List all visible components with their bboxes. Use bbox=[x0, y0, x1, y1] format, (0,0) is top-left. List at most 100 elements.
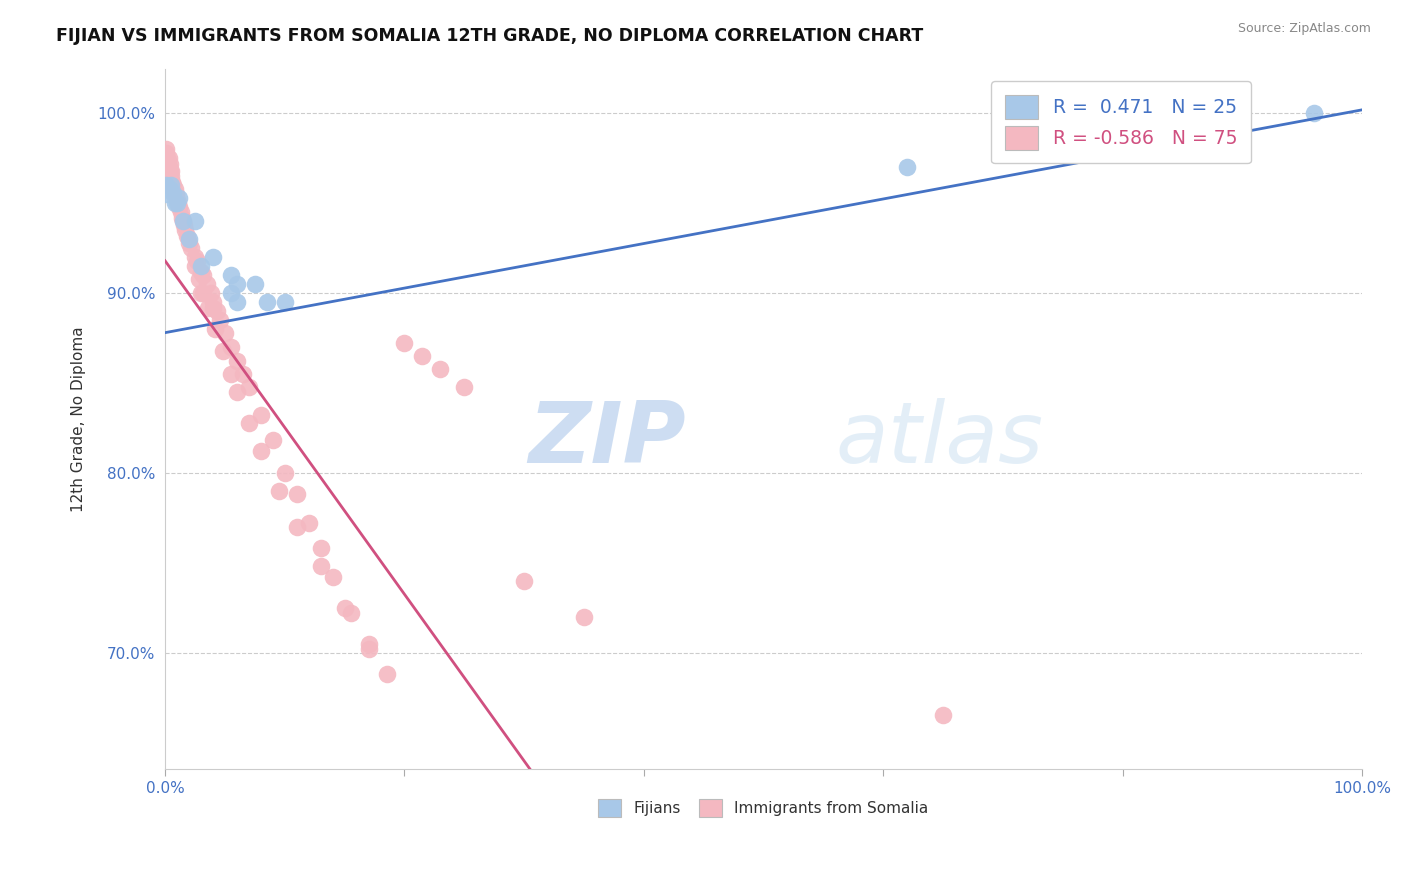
Point bbox=[165, 187, 187, 202]
Point bbox=[163, 187, 186, 202]
Point bbox=[309, 559, 332, 574]
Point bbox=[172, 214, 194, 228]
Point bbox=[429, 361, 451, 376]
Text: ZIP: ZIP bbox=[529, 399, 686, 482]
Point bbox=[163, 182, 186, 196]
Point bbox=[184, 259, 207, 273]
Point bbox=[219, 286, 242, 301]
Point bbox=[214, 326, 236, 340]
Point bbox=[243, 277, 266, 292]
Point bbox=[238, 416, 260, 430]
Point bbox=[169, 205, 191, 219]
Point bbox=[156, 152, 179, 166]
Point bbox=[162, 182, 184, 196]
Point bbox=[173, 218, 195, 232]
Text: atlas: atlas bbox=[835, 399, 1043, 482]
Point bbox=[159, 164, 181, 178]
Point bbox=[225, 354, 247, 368]
Point bbox=[197, 301, 219, 315]
Point bbox=[184, 250, 207, 264]
Point bbox=[211, 343, 233, 358]
Point bbox=[1171, 124, 1194, 138]
Point bbox=[238, 379, 260, 393]
Point bbox=[285, 487, 308, 501]
Point bbox=[187, 272, 209, 286]
Y-axis label: 12th Grade, No Diploma: 12th Grade, No Diploma bbox=[72, 326, 86, 512]
Point bbox=[177, 235, 200, 250]
Point bbox=[160, 169, 183, 184]
Point bbox=[167, 196, 190, 211]
Point bbox=[186, 253, 208, 268]
Point bbox=[172, 214, 194, 228]
Point bbox=[357, 641, 380, 656]
Point bbox=[225, 295, 247, 310]
Point bbox=[170, 211, 193, 225]
Point bbox=[193, 286, 215, 301]
Point bbox=[163, 196, 186, 211]
Point bbox=[190, 264, 212, 278]
Point bbox=[932, 708, 955, 723]
Point bbox=[162, 186, 184, 200]
Point bbox=[1303, 106, 1326, 120]
Point bbox=[169, 200, 191, 214]
Point bbox=[166, 196, 188, 211]
Point bbox=[333, 600, 356, 615]
Point bbox=[225, 277, 247, 292]
Point bbox=[205, 304, 228, 318]
Point bbox=[513, 574, 536, 588]
Point bbox=[195, 277, 218, 292]
Point bbox=[298, 516, 321, 530]
Point bbox=[184, 214, 207, 228]
Point bbox=[285, 519, 308, 533]
Point bbox=[201, 250, 224, 264]
Text: Source: ZipAtlas.com: Source: ZipAtlas.com bbox=[1237, 22, 1371, 36]
Point bbox=[219, 340, 242, 354]
Point bbox=[267, 483, 290, 498]
Point bbox=[204, 322, 226, 336]
Point bbox=[177, 232, 200, 246]
Point bbox=[339, 606, 361, 620]
Point bbox=[159, 182, 181, 196]
Point bbox=[176, 228, 198, 243]
Point bbox=[256, 295, 278, 310]
Point bbox=[375, 667, 398, 681]
Point bbox=[159, 157, 181, 171]
Point bbox=[274, 466, 297, 480]
Point bbox=[160, 178, 183, 193]
Point bbox=[162, 178, 184, 193]
Point bbox=[193, 268, 215, 282]
Legend: Fijians, Immigrants from Somalia: Fijians, Immigrants from Somalia bbox=[591, 792, 936, 825]
Point bbox=[394, 336, 416, 351]
Point bbox=[219, 367, 242, 381]
Point bbox=[250, 444, 273, 458]
Point bbox=[357, 636, 380, 650]
Point bbox=[157, 152, 180, 166]
Point bbox=[411, 349, 433, 363]
Point bbox=[169, 191, 191, 205]
Point bbox=[190, 286, 212, 301]
Point bbox=[162, 175, 184, 189]
Point bbox=[190, 259, 212, 273]
Point bbox=[453, 379, 475, 393]
Point bbox=[156, 157, 179, 171]
Point bbox=[322, 570, 344, 584]
Point bbox=[155, 145, 177, 160]
Point bbox=[155, 178, 177, 193]
Text: FIJIAN VS IMMIGRANTS FROM SOMALIA 12TH GRADE, NO DIPLOMA CORRELATION CHART: FIJIAN VS IMMIGRANTS FROM SOMALIA 12TH G… bbox=[56, 27, 924, 45]
Point bbox=[201, 295, 224, 310]
Point bbox=[219, 268, 242, 282]
Point bbox=[200, 286, 222, 301]
Point bbox=[157, 161, 180, 175]
Point bbox=[896, 161, 918, 175]
Point bbox=[174, 223, 197, 237]
Point bbox=[232, 367, 254, 381]
Point bbox=[155, 142, 177, 156]
Point bbox=[572, 609, 595, 624]
Point bbox=[262, 434, 284, 448]
Point bbox=[250, 409, 273, 423]
Point bbox=[274, 295, 297, 310]
Point bbox=[225, 384, 247, 399]
Point bbox=[156, 187, 179, 202]
Point bbox=[309, 541, 332, 556]
Point bbox=[160, 164, 183, 178]
